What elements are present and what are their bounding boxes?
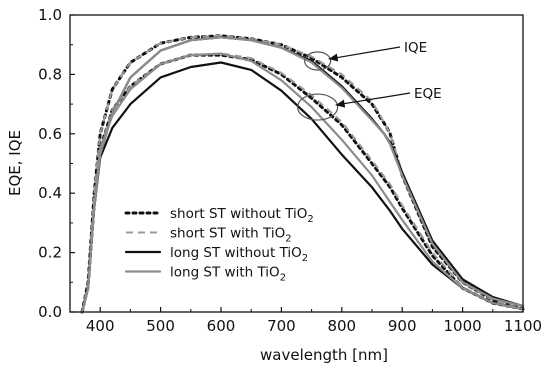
annotations: IQE EQE	[297, 40, 442, 121]
y-tick-label: 0.4	[38, 184, 62, 202]
legend-label-3: long ST without TiO2	[170, 245, 308, 264]
annotation-arrowhead-iqe	[328, 53, 339, 62]
y-tick-label: 0.2	[38, 244, 62, 262]
series-line-4-eqe	[81, 52, 525, 314]
legend-label-1: short ST without TiO2	[170, 206, 314, 225]
annotation-arrow-iqe	[328, 46, 401, 60]
y-tick-label: 0.6	[38, 125, 62, 143]
x-tick-label: 400	[86, 317, 115, 335]
x-axis-title: wavelength [nm]	[260, 346, 388, 364]
x-tick-label: 700	[267, 317, 296, 335]
plot-frame	[69, 14, 524, 313]
annotation-label-eqe: EQE	[414, 86, 442, 102]
y-axis-title: EQE, IQE	[6, 130, 24, 196]
x-tick-label: 600	[207, 317, 236, 335]
x-tick-label: 500	[146, 317, 175, 335]
legend-label-4: long ST with TiO2	[170, 265, 286, 284]
y-tick-label: 1.0	[38, 6, 62, 24]
x-tick-label: 900	[388, 317, 417, 335]
legend-label-2: short ST with TiO2	[170, 226, 292, 245]
annotation-label-iqe: IQE	[404, 40, 427, 56]
x-tick-label: 1100	[504, 317, 542, 335]
axes: 400 500 600 700 800 900 1000 1100 0.0 0.2 0.4 0.6 0.…	[38, 6, 542, 335]
annotation-ellipse-eqe	[297, 93, 339, 121]
x-tick-label: 1000	[444, 317, 482, 335]
y-tick-label: 0.8	[38, 65, 62, 83]
x-tick-label: 800	[327, 317, 356, 335]
y-tick-label: 0.0	[38, 303, 62, 321]
plot-series	[80, 34, 525, 314]
annotation-arrow-eqe	[335, 92, 411, 106]
annotation-arrowhead-eqe	[335, 99, 346, 108]
series-line-3-eqe	[81, 61, 525, 314]
annotation-ellipse-iqe	[304, 51, 332, 71]
